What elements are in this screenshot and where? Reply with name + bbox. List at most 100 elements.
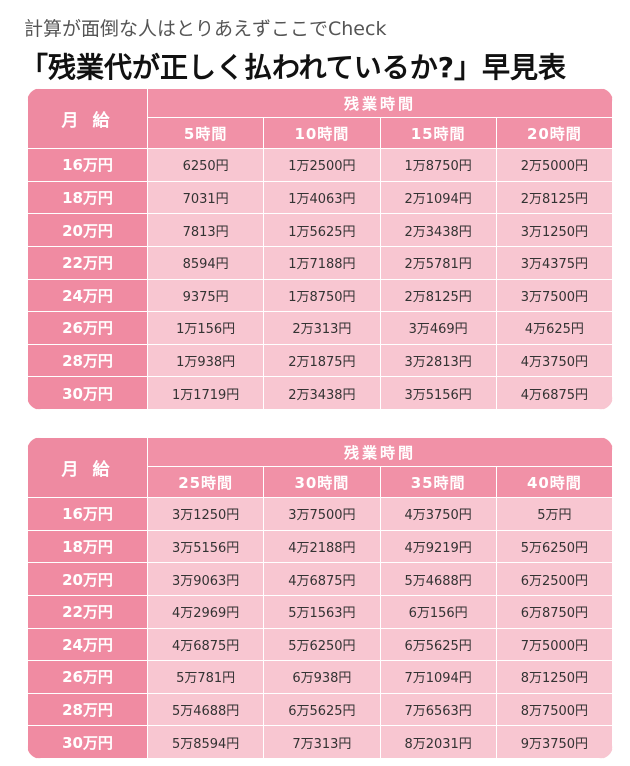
salary-row-label: 16万円 [27, 497, 148, 531]
overtime-pay-cell: 5万4688円 [146, 692, 265, 727]
overtime-pay-cell: 5万1563円 [263, 594, 381, 629]
overtime-pay-cell: 4万625円 [495, 311, 613, 345]
overtime-pay-cell: 9万3750円 [495, 725, 613, 759]
overtime-pay-cell: 7813円 [146, 213, 265, 247]
overtime-pay-cell: 2万8125円 [379, 278, 497, 313]
table-row: 20万円 7813円 1万5625円 2万3438円 3万1250円 [27, 213, 613, 247]
overtime-pay-cell: 4万9219円 [379, 529, 497, 564]
overtime-hours-group-header: 残業時間 [147, 437, 613, 467]
table-row: 26万円 1万156円 2万313円 3万469円 4万625円 [27, 311, 613, 345]
overtime-pay-cell: 7万5000円 [495, 627, 613, 662]
table-row: 16万円 3万1250円 3万7500円 4万3750円 5万円 [27, 497, 613, 531]
overtime-pay-cell: 4万3750円 [379, 497, 497, 531]
table-row: 16万円 6250円 1万2500円 1万8750円 2万5000円 [27, 148, 613, 182]
hours-header: 40時間 [495, 466, 613, 498]
overtime-pay-cell: 2万3438円 [379, 213, 497, 247]
overtime-pay-cell: 5万6250円 [263, 627, 381, 662]
table-row: 28万円 5万4688円 6万5625円 7万6563円 8万7500円 [27, 692, 613, 727]
table-row: 30万円 1万1719円 2万3438円 3万5156円 4万6875円 [27, 376, 613, 410]
hours-header: 15時間 [379, 117, 497, 149]
salary-row-label: 24万円 [27, 278, 148, 313]
overtime-pay-cell: 4万2188円 [263, 529, 381, 564]
overtime-pay-cell: 7万1094円 [379, 660, 497, 694]
overtime-hours-group-header: 残業時間 [147, 88, 613, 118]
hours-header: 35時間 [379, 466, 497, 498]
overtime-pay-cell: 1万156円 [146, 311, 265, 345]
overtime-pay-cell: 5万8594円 [146, 725, 265, 759]
overtime-pay-cell: 2万5781円 [379, 245, 497, 280]
overtime-pay-cell: 4万6875円 [146, 627, 265, 662]
overtime-pay-cell: 5万781円 [146, 660, 265, 694]
overtime-table-grid: 月 給 残業時間 25時間 30時間 35時間 40時間 16万円 3万1250円… [27, 437, 613, 759]
overtime-pay-cell: 1万7188円 [263, 245, 381, 280]
overtime-pay-cell: 4万2969円 [146, 594, 265, 629]
overtime-table-1: 月 給 残業時間 5時間 10時間 15時間 20時間 16万円 6250円 1万2… [27, 88, 613, 410]
salary-row-label: 20万円 [27, 562, 148, 596]
salary-row-label: 24万円 [27, 627, 148, 662]
overtime-pay-cell: 3万7500円 [263, 497, 381, 531]
table-row: 30万円 5万8594円 7万313円 8万2031円 9万3750円 [27, 725, 613, 759]
page-subtitle: 計算が面倒な人はとりあえずここでCheck [24, 18, 387, 40]
overtime-pay-cell: 3万469円 [379, 311, 497, 345]
overtime-pay-cell: 4万6875円 [263, 562, 381, 596]
overtime-pay-cell: 8594円 [146, 245, 265, 280]
salary-row-label: 30万円 [27, 376, 148, 410]
overtime-pay-cell: 3万2813円 [379, 343, 497, 378]
overtime-pay-cell: 2万3438円 [263, 376, 381, 410]
overtime-pay-cell: 5万4688円 [379, 562, 497, 596]
overtime-table-grid: 月 給 残業時間 5時間 10時間 15時間 20時間 16万円 6250円 1万2… [27, 88, 613, 410]
hours-header: 25時間 [146, 466, 265, 498]
salary-row-label: 22万円 [27, 245, 148, 280]
overtime-pay-cell: 6万5625円 [263, 692, 381, 727]
salary-column-header: 月 給 [27, 88, 148, 149]
overtime-pay-cell: 3万5156円 [146, 529, 265, 564]
overtime-pay-cell: 7万6563円 [379, 692, 497, 727]
page-title: 「残業代が正しく払われているか?」早見表 [20, 51, 567, 84]
salary-column-header: 月 給 [27, 437, 148, 498]
overtime-pay-cell: 1万8750円 [379, 148, 497, 182]
hours-header: 10時間 [263, 117, 381, 149]
table-row: 24万円 9375円 1万8750円 2万8125円 3万7500円 [27, 278, 613, 313]
overtime-table-2: 月 給 残業時間 25時間 30時間 35時間 40時間 16万円 3万1250円… [27, 437, 613, 759]
overtime-pay-cell: 5万円 [495, 497, 613, 531]
salary-row-label: 26万円 [27, 660, 148, 694]
hours-header: 5時間 [146, 117, 265, 149]
overtime-pay-cell: 6万2500円 [495, 562, 613, 596]
salary-row-label: 16万円 [27, 148, 148, 182]
overtime-pay-cell: 3万5156円 [379, 376, 497, 410]
salary-row-label: 18万円 [27, 529, 148, 564]
salary-row-label: 26万円 [27, 311, 148, 345]
salary-row-label: 30万円 [27, 725, 148, 759]
overtime-pay-cell: 7031円 [146, 180, 265, 215]
hours-header: 20時間 [495, 117, 613, 149]
table-row: 22万円 4万2969円 5万1563円 6万156円 6万8750円 [27, 594, 613, 629]
table-row: 22万円 8594円 1万7188円 2万5781円 3万4375円 [27, 245, 613, 280]
overtime-pay-cell: 2万5000円 [495, 148, 613, 182]
salary-row-label: 18万円 [27, 180, 148, 215]
overtime-pay-cell: 1万4063円 [263, 180, 381, 215]
overtime-pay-cell: 6万5625円 [379, 627, 497, 662]
overtime-pay-cell: 6万156円 [379, 594, 497, 629]
salary-row-label: 28万円 [27, 343, 148, 378]
overtime-pay-cell: 8万2031円 [379, 725, 497, 759]
table-row: 18万円 7031円 1万4063円 2万1094円 2万8125円 [27, 180, 613, 215]
overtime-pay-cell: 4万6875円 [495, 376, 613, 410]
overtime-pay-cell: 1万5625円 [263, 213, 381, 247]
overtime-pay-cell: 2万313円 [263, 311, 381, 345]
overtime-pay-cell: 3万1250円 [146, 497, 265, 531]
overtime-pay-cell: 3万1250円 [495, 213, 613, 247]
overtime-pay-cell: 2万1875円 [263, 343, 381, 378]
table-row: 24万円 4万6875円 5万6250円 6万5625円 7万5000円 [27, 627, 613, 662]
overtime-pay-cell: 5万6250円 [495, 529, 613, 564]
overtime-pay-cell: 1万938円 [146, 343, 265, 378]
overtime-pay-cell: 6万938円 [263, 660, 381, 694]
overtime-pay-cell: 8万7500円 [495, 692, 613, 727]
overtime-pay-cell: 7万313円 [263, 725, 381, 759]
table-row: 28万円 1万938円 2万1875円 3万2813円 4万3750円 [27, 343, 613, 378]
salary-row-label: 28万円 [27, 692, 148, 727]
overtime-pay-cell: 4万3750円 [495, 343, 613, 378]
overtime-pay-cell: 1万1719円 [146, 376, 265, 410]
salary-row-label: 20万円 [27, 213, 148, 247]
overtime-pay-cell: 3万4375円 [495, 245, 613, 280]
overtime-pay-cell: 9375円 [146, 278, 265, 313]
